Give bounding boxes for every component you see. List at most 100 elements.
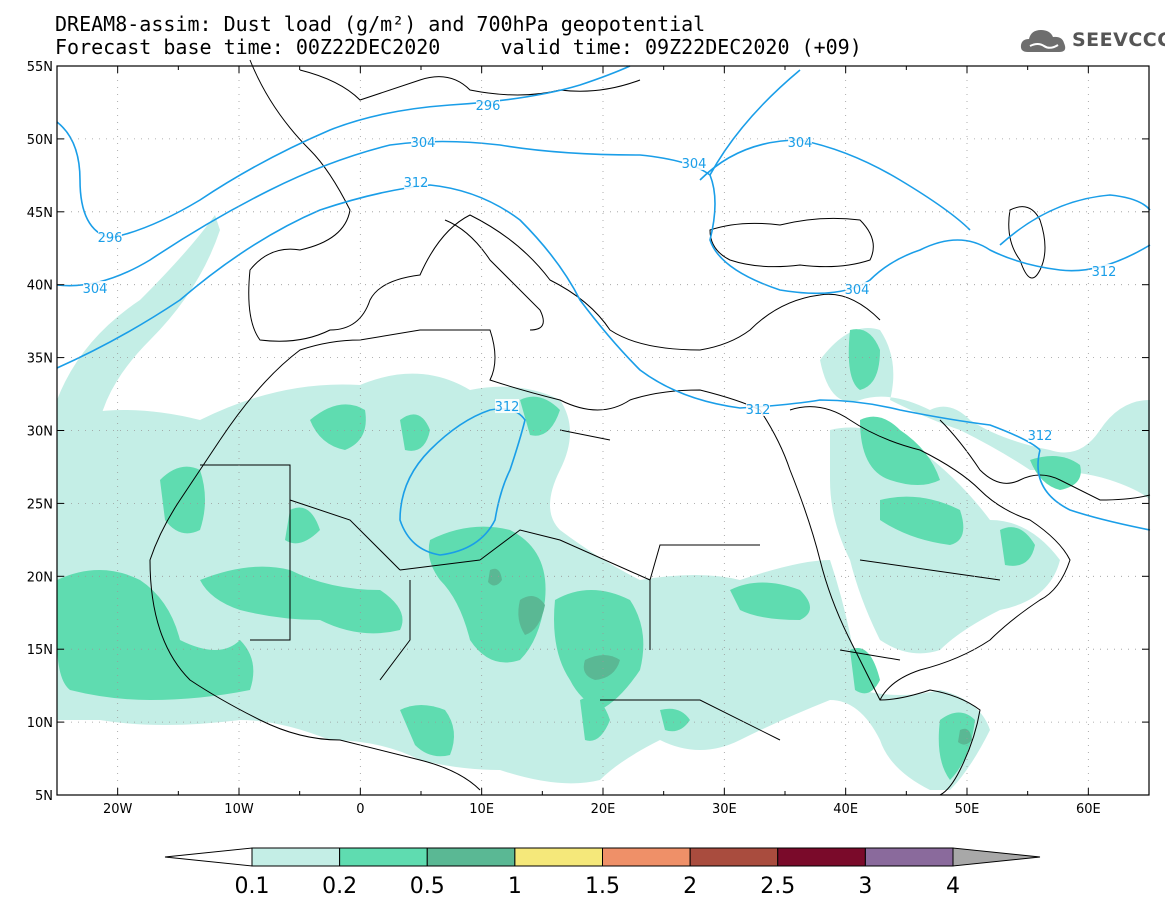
coastline-gulf [939, 419, 1151, 501]
colorbar-label: 3 [858, 874, 872, 899]
contour-label-bg [1028, 428, 1052, 442]
dust-area-medium [1030, 456, 1081, 490]
dust-area-medium [400, 414, 430, 451]
lon-tick-label: 30E [712, 802, 737, 817]
dust-area-medium [520, 396, 560, 436]
contour-label-bg [845, 282, 869, 296]
colorbar-segment [426, 847, 516, 867]
colorbar-over-triangle [952, 847, 1041, 867]
colorbar-segment [777, 847, 866, 867]
colorbar-label: 2.5 [760, 874, 795, 899]
contour-label-group: 296 296 304 304 304 304 304 312 312 312 312 312 [83, 98, 1117, 444]
contour-label: 304 [845, 283, 870, 298]
colorbar-segment [602, 847, 691, 867]
colorbar-label: 1.5 [585, 874, 620, 899]
contour-304-east [709, 174, 1151, 295]
contour-label-bg [682, 156, 706, 170]
dust-area-medium [660, 708, 690, 732]
map-frame-group: 55N 50N 45N 40N 35N 30N 25N 20N 15N 10N 5N 20W 10W 0 1… [27, 60, 1150, 817]
lat-tick-label: 55N [27, 60, 53, 75]
colorbar-label: 0.1 [235, 874, 270, 899]
colorbar-segment [689, 847, 779, 867]
contour-label: 312 [1092, 265, 1117, 280]
lat-tick-label: 40N [27, 279, 53, 294]
coastline-north-africa [219, 329, 761, 441]
lat-tick-label: 20N [27, 570, 53, 585]
dust-area-dark [518, 596, 545, 635]
lat-tick-label: 50N [27, 133, 53, 148]
colorbar-segment [864, 847, 954, 867]
border-lines [200, 429, 1001, 741]
contour-label: 312 [404, 176, 429, 191]
contour-label-bg [404, 175, 428, 189]
colorbar-label: 2 [683, 874, 697, 899]
coastline-caspian [1008, 206, 1046, 279]
dust-area-medium [880, 496, 964, 545]
lat-tick-label: 15N [27, 643, 53, 658]
colorbar-label: 4 [946, 874, 960, 899]
coastline-europe-north [299, 69, 641, 101]
colorbar-segment [339, 847, 428, 867]
contour-label: 312 [495, 400, 520, 415]
dust-area-light [820, 328, 1150, 500]
contour-label: 296 [98, 231, 123, 246]
coastline-arabia [789, 406, 1071, 701]
dust-area-medium [554, 590, 644, 710]
lat-tick-label: 5N [35, 789, 53, 804]
lon-tick-label: 10E [469, 802, 494, 817]
contour-312-loop [399, 407, 526, 556]
contour-label: 312 [1028, 429, 1053, 444]
contour-304-north [699, 139, 971, 231]
dust-area-medium [848, 329, 880, 390]
lon-tick-label: 60E [1076, 802, 1101, 817]
colorbar-label: 0.5 [410, 874, 445, 899]
map-title-line-1: DREAM8-assim: Dust load (g/m²) and 700hP… [55, 12, 706, 36]
contour-304-west [56, 140, 711, 287]
lon-tick-label: 50E [955, 802, 980, 817]
contour-label: 304 [788, 136, 813, 151]
coastline-black-sea [709, 217, 874, 268]
colorbar-under-triangle [164, 847, 253, 867]
dust-area-medium [160, 466, 205, 534]
contour-label: 304 [682, 157, 707, 172]
contour-label: 304 [411, 136, 436, 151]
logo-text: SEEVCCC [1072, 29, 1165, 51]
lon-tick-label: 20W [103, 802, 133, 817]
contour-label-bg [1092, 264, 1116, 278]
coastline-italy [444, 219, 544, 331]
dust-area-medium [1000, 527, 1035, 566]
colorbar-label: 0.2 [322, 874, 357, 899]
contour-312-east [1037, 449, 1151, 531]
dust-area-medium [400, 705, 454, 757]
contour-label: 304 [83, 282, 108, 297]
contour-label: 296 [476, 99, 501, 114]
map-title-line-2: Forecast base time: 00Z22DEC2020 valid t… [55, 35, 862, 59]
colorbar-label: 1 [508, 874, 522, 899]
seevccc-logo: SEEVCCC [1018, 24, 1165, 58]
contour-304-upper [709, 69, 801, 176]
cloud-icon [1020, 30, 1066, 52]
coastline-red-sea [759, 409, 981, 796]
lat-tick-label: 30N [27, 425, 53, 440]
lat-tick-label: 25N [27, 497, 53, 512]
colorbar-segment [514, 847, 603, 867]
lat-tick-label: 10N [27, 716, 53, 731]
dust-area-medium [580, 697, 610, 741]
dust-area-light [57, 215, 220, 440]
dust-area-dark [488, 568, 502, 586]
contour-label-bg [83, 281, 107, 295]
contour-label: 312 [746, 403, 771, 418]
coastlines [149, 59, 1151, 796]
contour-312-main [56, 184, 1041, 451]
dust-area-dark [583, 655, 620, 680]
dust-area-medium [310, 404, 366, 450]
dust-area-medium [57, 570, 254, 700]
contour-296-east [999, 194, 1151, 246]
dust-area-dark [958, 728, 972, 745]
colorbar-segment [251, 847, 341, 867]
dust-area-medium [730, 582, 810, 620]
lon-tick-label: 40E [833, 802, 858, 817]
contour-label-bg [495, 399, 519, 413]
